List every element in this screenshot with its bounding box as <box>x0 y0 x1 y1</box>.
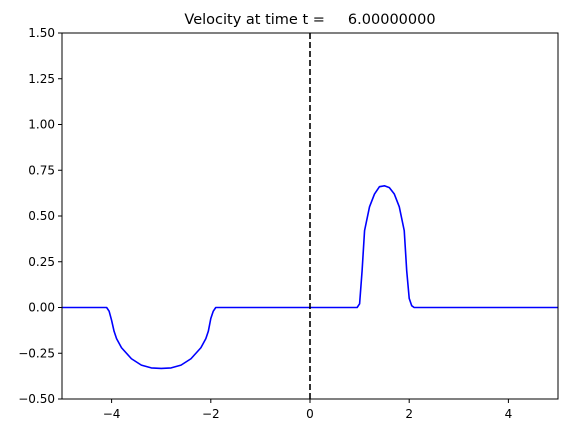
y-tick-label: 0.00 <box>28 301 55 315</box>
x-tick-label: −4 <box>103 407 121 421</box>
y-tick-label: 1.00 <box>28 118 55 132</box>
chart-title: Velocity at time t = 6.00000000 <box>184 12 435 28</box>
y-tick-label: 0.25 <box>28 255 55 269</box>
y-tick-label: 1.25 <box>28 72 55 86</box>
plot-frame <box>61 32 559 400</box>
y-tick-label: −0.50 <box>18 392 55 406</box>
x-tick-label: 2 <box>405 407 413 421</box>
x-tick-label: −2 <box>202 407 220 421</box>
velocity-line <box>62 185 558 370</box>
y-tick-label: −0.25 <box>18 346 55 360</box>
series-layer <box>62 33 558 399</box>
y-tick-label: 0.50 <box>28 209 55 223</box>
y-tick-label: 0.75 <box>28 163 55 177</box>
x-tick-label: 4 <box>505 407 513 421</box>
axis-layer: −4 −2 0 2 4 −0.50 −0.25 0.00 0.25 0.50 0.75 1.00 1.2… <box>18 26 512 421</box>
y-tick-label: 1.50 <box>28 26 55 40</box>
x-tick-label: 0 <box>306 407 314 421</box>
